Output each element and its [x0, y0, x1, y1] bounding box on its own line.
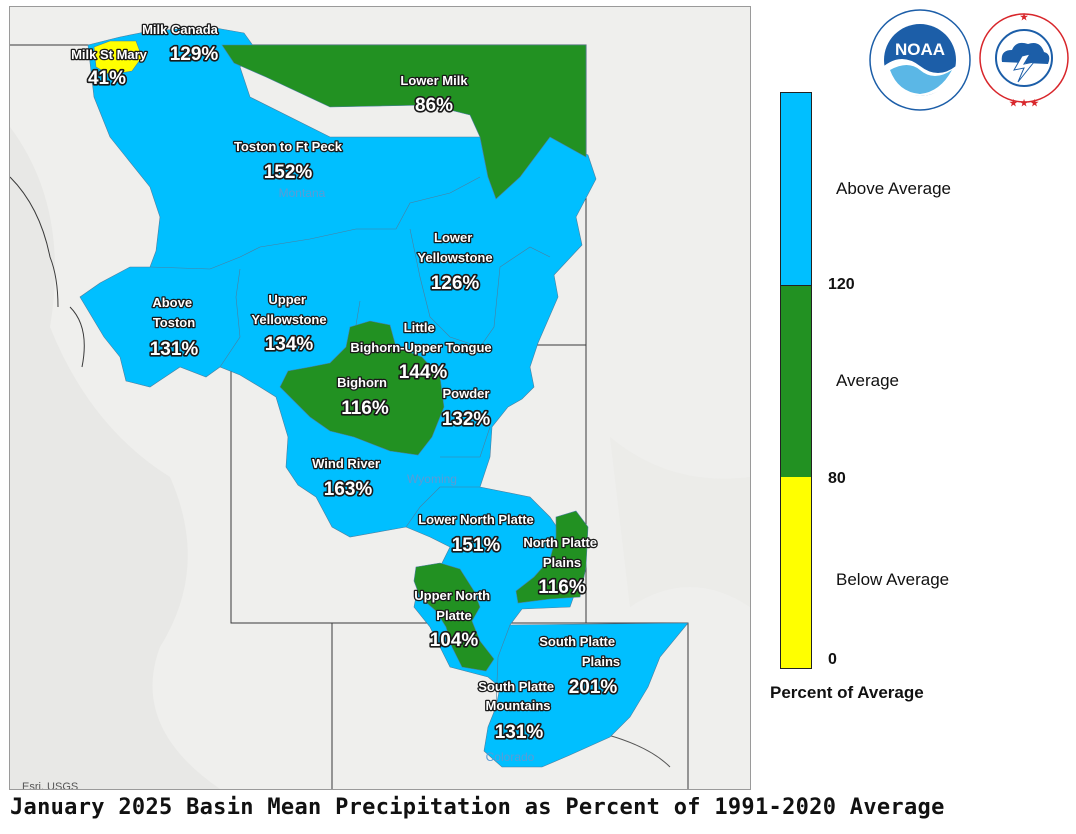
map-attribution: Esri, USGS	[22, 781, 79, 790]
basin-name-upper-north-platte-line-1: Upper North	[414, 588, 490, 603]
basin-name-little-bighorn-line-2: Bighorn-Upper Tongue	[350, 340, 491, 355]
legend-label-average: Average	[836, 371, 900, 390]
basin-name-milk-st-mary: Milk St Mary	[71, 47, 148, 62]
map-frame: Montana Wyoming Colorado Milk Canada 129…	[9, 6, 751, 790]
basin-value-south-platte-mountains: 131%	[495, 722, 544, 743]
basin-name-upper-north-platte: Upper North Platte	[414, 588, 493, 623]
basin-value-upper-yellowstone: 134%	[265, 334, 314, 355]
state-label-colorado: Colorado	[486, 750, 535, 764]
basin-name-lower-yellowstone-line-1: Lower	[434, 230, 472, 245]
legend-swatch-below	[781, 477, 811, 668]
basin-name-wind-river: Wind River	[312, 456, 380, 471]
basin-value-lower-milk: 86%	[415, 95, 453, 116]
basin-name-south-platte-mountains: South Platte Mountains	[478, 679, 557, 713]
basin-value-lower-north-platte: 151%	[452, 535, 501, 556]
basin-name-lower-yellowstone: Lower Yellowstone	[417, 230, 492, 265]
svg-text:★ ★ ★: ★ ★ ★	[1009, 98, 1039, 108]
basin-value-toston-ft-peck: 152%	[264, 162, 313, 183]
basin-value-milk-canada: 129%	[170, 44, 219, 65]
state-label-montana: Montana	[279, 186, 326, 200]
legend-label-below: Below Average	[836, 570, 950, 589]
basin-name-above-toston-line-1: Above	[152, 295, 192, 310]
basin-name-south-platte-plains-line-2: Plains	[582, 654, 620, 669]
noaa-logo-text: NOAA	[895, 40, 945, 59]
basin-value-powder: 132%	[442, 409, 491, 430]
basin-name-little-bighorn-upper-tongue: Little Bighorn-Upper Tongue	[350, 320, 491, 355]
basin-name-toston-ft-peck: Toston to Ft Peck	[234, 139, 343, 154]
basin-name-north-platte-plains: North Platte Plains	[523, 535, 600, 570]
basin-value-wind-river: 163%	[324, 479, 373, 500]
legend-break-0: 0	[828, 651, 837, 668]
basin-value-little-bighorn-upper-tongue: 144%	[399, 362, 448, 383]
basin-name-lower-north-platte: Lower North Platte	[418, 512, 534, 527]
basin-name-south-platte-mountains-line-1: South Platte	[478, 679, 554, 694]
basin-name-bighorn: Bighorn	[337, 375, 387, 390]
basin-name-lower-milk: Lower Milk	[400, 73, 468, 88]
legend-swatch-average	[781, 285, 811, 478]
noaa-logo: NOAA	[869, 9, 971, 111]
legend-break-80: 80	[828, 470, 846, 487]
state-label-wyoming: Wyoming	[407, 472, 457, 486]
basin-name-upper-yellowstone-line-2: Yellowstone	[251, 312, 326, 327]
basin-region-lower-milk	[221, 44, 587, 200]
legend-label-above: Above Average	[836, 179, 951, 198]
basin-name-milk-canada: Milk Canada	[142, 22, 219, 37]
basin-map: Montana Wyoming Colorado Milk Canada 129…	[10, 7, 750, 789]
basin-name-south-platte-mountains-line-2: Mountains	[486, 698, 551, 713]
basin-name-upper-yellowstone: Upper Yellowstone	[251, 292, 326, 327]
legend-title: Percent of Average	[770, 683, 924, 702]
basin-value-lower-yellowstone: 126%	[431, 273, 480, 294]
basin-value-bighorn: 116%	[341, 398, 389, 419]
map-title: January 2025 Basin Mean Precipitation as…	[10, 795, 945, 820]
svg-text:★: ★	[1020, 12, 1029, 22]
nws-logo: ★ ★ ★ ★	[979, 12, 1069, 108]
basin-value-south-platte-plains: 201%	[569, 677, 618, 698]
legend-break-120: 120	[828, 276, 855, 293]
legend-swatch-above	[781, 93, 811, 285]
basin-name-north-platte-plains-line-2: Plains	[543, 555, 581, 570]
basin-region-bighorn	[279, 320, 445, 456]
basin-value-upper-north-platte: 104%	[430, 630, 479, 651]
basin-value-milk-st-mary: 41%	[88, 68, 126, 89]
basin-value-above-toston: 131%	[150, 339, 199, 360]
basin-name-south-platte-plains: South Platte Plains	[539, 634, 620, 669]
basin-region-upper-north-platte	[413, 562, 495, 672]
basin-name-above-toston: Above Toston	[152, 295, 195, 330]
basin-value-north-platte-plains: 116%	[538, 577, 586, 598]
basin-labels: Milk Canada 129% Milk St Mary 41% Lower …	[70, 21, 622, 745]
basin-name-lower-yellowstone-line-2: Yellowstone	[417, 250, 492, 265]
basin-name-powder: Powder	[443, 386, 490, 401]
basin-name-above-toston-line-2: Toston	[153, 315, 195, 330]
legend-color-bar	[780, 92, 812, 669]
basin-region-north-platte-plains	[515, 510, 589, 604]
basin-name-north-platte-plains-line-1: North Platte	[523, 535, 597, 550]
basin-name-upper-north-platte-line-2: Platte	[436, 608, 471, 623]
basin-region-milk-st-mary	[93, 40, 143, 76]
basin-name-south-platte-plains-line-1: South Platte	[539, 634, 615, 649]
basin-name-upper-yellowstone-line-1: Upper	[268, 292, 306, 307]
basin-name-little-bighorn-line-1: Little	[404, 320, 435, 335]
